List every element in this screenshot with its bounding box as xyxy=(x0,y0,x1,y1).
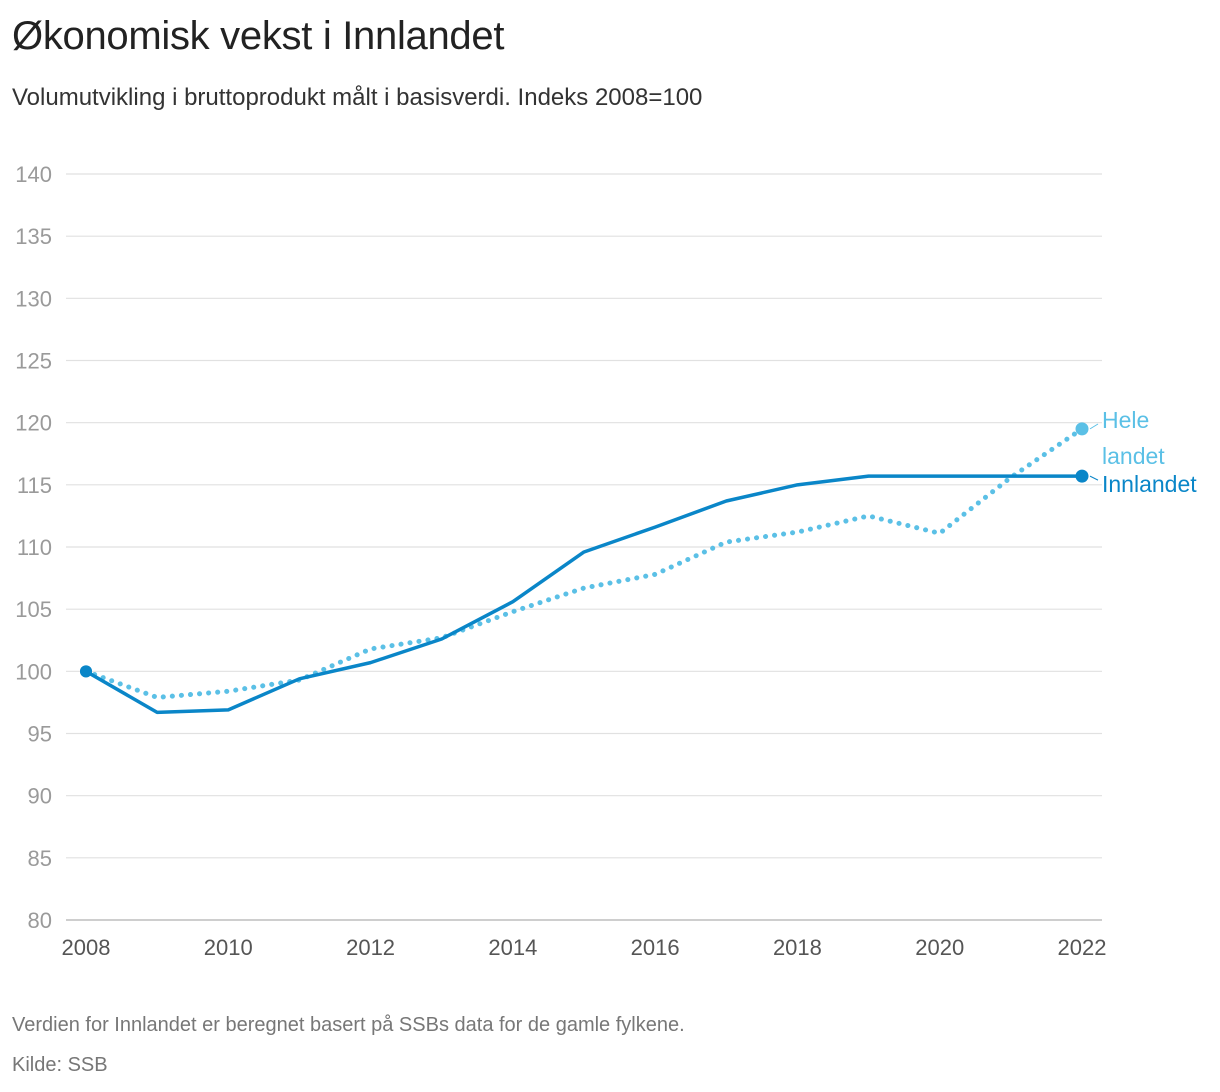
y-tick-label: 100 xyxy=(15,659,52,684)
x-tick-label: 2018 xyxy=(773,935,822,960)
y-tick-label: 120 xyxy=(15,411,52,436)
y-tick-label: 105 xyxy=(15,597,52,622)
y-tick-label: 80 xyxy=(28,908,52,933)
chart-title: Økonomisk vekst i Innlandet xyxy=(12,14,505,58)
series-label: Hele xyxy=(1102,407,1149,433)
x-tick-label: 2016 xyxy=(631,935,680,960)
series-line-1 xyxy=(83,426,1085,700)
y-tick-label: 135 xyxy=(15,224,52,249)
y-tick-label: 95 xyxy=(28,722,52,747)
x-tick-label: 2010 xyxy=(204,935,253,960)
x-tick-label: 2012 xyxy=(346,935,395,960)
x-tick-label: 2014 xyxy=(488,935,537,960)
y-tick-label: 125 xyxy=(15,349,52,374)
series-line-2 xyxy=(84,474,1084,715)
line-chart: 80 85 90 95 100 105 110 115 120 125 130 135 140 2008… xyxy=(15,162,1197,960)
y-tick-label: 110 xyxy=(17,535,52,560)
label-connector xyxy=(1089,475,1099,481)
chart-subtitle: Volumutvikling i bruttoprodukt målt i ba… xyxy=(12,84,703,111)
start-marker xyxy=(80,665,92,678)
series-lines xyxy=(80,422,1089,715)
y-tick-label: 140 xyxy=(15,162,52,187)
end-marker xyxy=(1075,469,1089,483)
y-axis-ticks: 80 85 90 95 100 105 110 115 120 125 130 135 140 xyxy=(15,162,52,933)
label-connector xyxy=(1089,423,1099,430)
y-tick-label: 85 xyxy=(28,846,52,871)
end-marker xyxy=(1075,422,1089,436)
x-tick-label: 2020 xyxy=(915,935,964,960)
x-tick-label: 2022 xyxy=(1058,935,1107,960)
x-tick-label: 2008 xyxy=(62,935,111,960)
series-label: landet xyxy=(1102,443,1165,469)
y-tick-label: 130 xyxy=(15,286,52,311)
footnote: Verdien for Innlandet er beregnet basert… xyxy=(12,1014,685,1036)
y-tick-label: 115 xyxy=(17,473,52,498)
gridlines xyxy=(66,173,1102,921)
source-note: Kilde: SSB xyxy=(12,1054,108,1076)
y-tick-label: 90 xyxy=(28,784,52,809)
x-axis-ticks: 2008 2010 2012 2014 2016 2018 2020 2022 xyxy=(62,935,1107,960)
series-label: Innlandet xyxy=(1102,471,1197,497)
